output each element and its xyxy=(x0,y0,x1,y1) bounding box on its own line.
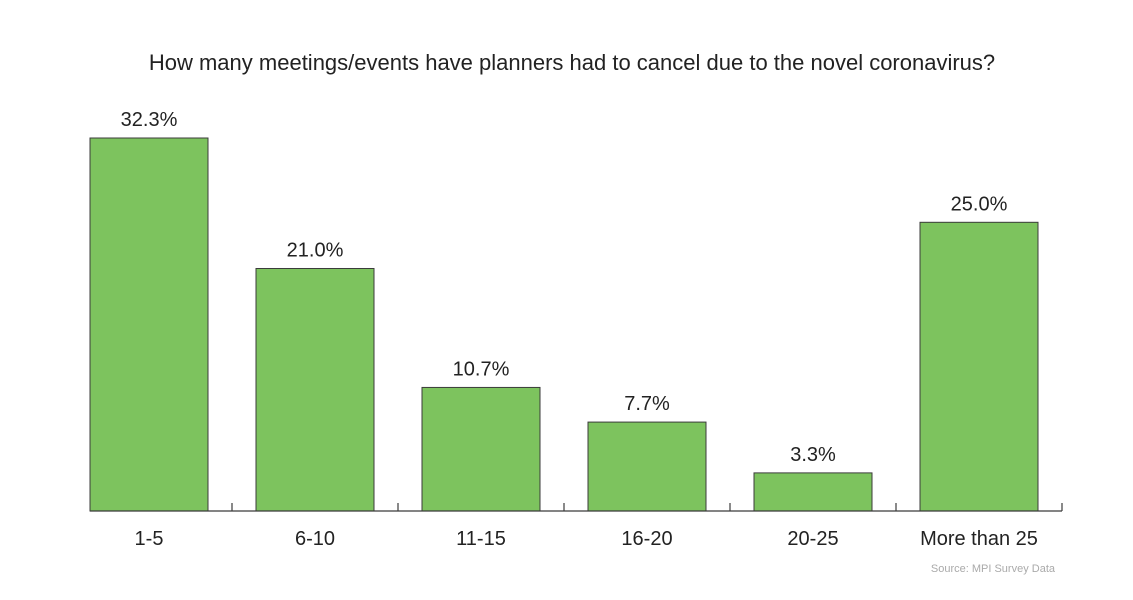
bar-more-than-25 xyxy=(919,221,1039,512)
chart-title: How many meetings/events have planners h… xyxy=(148,50,996,75)
category-label: 20-25 xyxy=(787,528,838,550)
bar-1-5 xyxy=(89,137,209,512)
bar-6-10 xyxy=(255,267,375,512)
value-label: 32.3% xyxy=(121,109,178,131)
category-label: 6-10 xyxy=(295,528,335,550)
category-label: 11-15 xyxy=(456,528,506,550)
category-label: 16-20 xyxy=(621,528,672,550)
x-axis-ticks xyxy=(231,503,1063,511)
value-label: 3.3% xyxy=(790,444,836,466)
category-label: More than 25 xyxy=(920,528,1038,550)
bar-11-15 xyxy=(421,386,541,512)
bar-16-20 xyxy=(587,421,707,512)
source-note: Source: MPI Survey Data xyxy=(930,563,1055,575)
category-label: 1-5 xyxy=(135,528,164,550)
labels-layer: 32.3% 1-5 21.0% 6-10 10.7% 11-15 7.7% 16-20 3.3%… xyxy=(121,109,1038,550)
value-label: 25.0% xyxy=(951,193,1008,215)
value-label: 10.7% xyxy=(453,358,510,380)
bars-layer xyxy=(89,137,1039,512)
value-label: 7.7% xyxy=(624,393,670,415)
bar-20-25 xyxy=(753,472,873,512)
value-label: 21.0% xyxy=(287,239,344,261)
